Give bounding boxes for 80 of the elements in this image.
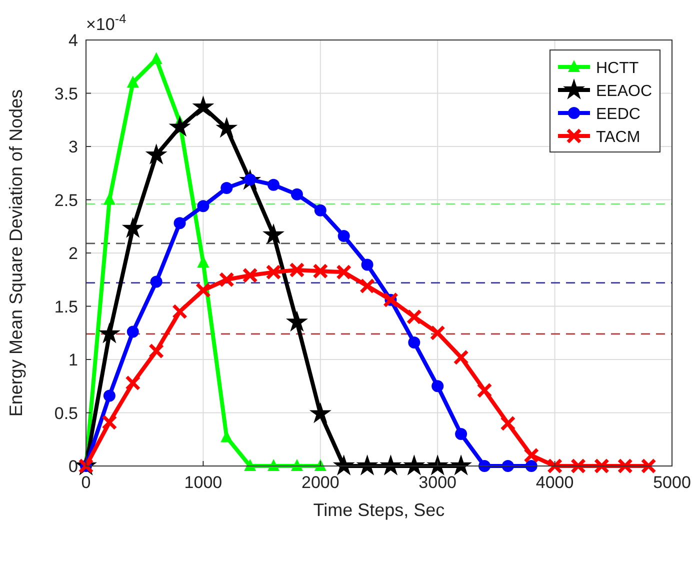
point: [403, 454, 426, 476]
point: [338, 230, 350, 242]
y-tick-label: 2.5: [54, 190, 78, 210]
point: [332, 454, 355, 476]
point: [150, 276, 162, 288]
point: [103, 390, 116, 402]
point: [290, 188, 303, 200]
point: [102, 414, 118, 430]
point: [547, 458, 563, 474]
point: [455, 428, 468, 440]
point: [570, 458, 586, 474]
text: ×10$^{-4}$: [86, 10, 126, 34]
point: [98, 322, 120, 344]
point: [314, 204, 326, 216]
y-tick-label: 3.5: [54, 84, 78, 104]
point: [361, 258, 374, 271]
point: [268, 178, 280, 191]
point: [242, 268, 258, 284]
point: [266, 264, 282, 280]
y-tick-label: 3: [68, 138, 78, 156]
x-tick-label: 5000: [653, 473, 691, 492]
point: [406, 309, 422, 325]
point: [216, 116, 238, 138]
x-tick-label: 3000: [418, 473, 457, 492]
point: [453, 350, 469, 366]
legend-label: TACM: [596, 129, 640, 146]
point: [126, 76, 139, 88]
point: [450, 454, 472, 476]
point: [172, 304, 188, 320]
legend-label: HCTT: [596, 60, 639, 77]
point: [432, 380, 444, 392]
legend-label: EEAOC: [596, 83, 652, 100]
x-tick-label: 1000: [184, 473, 222, 492]
x-axis-title: Time Steps, Sec: [313, 500, 445, 520]
point: [195, 282, 211, 298]
point: [286, 310, 308, 332]
point: [640, 458, 656, 474]
point: [290, 459, 303, 471]
point: [220, 182, 233, 194]
point: [336, 264, 352, 280]
x-tick-label: 4000: [536, 473, 574, 492]
point: [218, 272, 234, 288]
point: [500, 416, 516, 432]
x-tick-label: 2000: [301, 473, 340, 492]
point: [126, 326, 139, 338]
point: [145, 143, 168, 164]
y-tick-label: 1: [68, 350, 78, 370]
y-tick-label: 2: [68, 244, 78, 263]
y-tick-label: 4: [68, 31, 78, 50]
point: [426, 454, 449, 476]
point: [309, 402, 332, 424]
point: [524, 448, 540, 464]
point: [244, 459, 256, 471]
point: [122, 216, 144, 238]
point: [360, 278, 376, 294]
point: [408, 336, 420, 348]
point: [617, 458, 633, 474]
point: [312, 263, 328, 279]
y-tick-label: 0.5: [54, 404, 78, 423]
point: [174, 217, 186, 230]
point: [168, 116, 191, 137]
point: [150, 52, 162, 64]
point: [148, 343, 164, 359]
point: [125, 375, 141, 391]
point: [476, 382, 492, 398]
point: [289, 262, 305, 278]
y-tick-label: 1.5: [54, 297, 78, 316]
y-axis-title: Energy Mean Square Deviation of Nodes: [6, 89, 26, 417]
point: [268, 459, 280, 471]
point: [430, 325, 446, 341]
y-tick-label: 0: [68, 457, 78, 476]
point: [262, 223, 285, 244]
point: [192, 96, 214, 116]
legend-label: EEDC: [596, 106, 640, 123]
point: [594, 458, 610, 474]
point: [356, 454, 378, 476]
point: [197, 200, 210, 212]
point: [380, 454, 402, 476]
x-tick-label: 0: [81, 473, 91, 492]
point: [103, 192, 116, 205]
